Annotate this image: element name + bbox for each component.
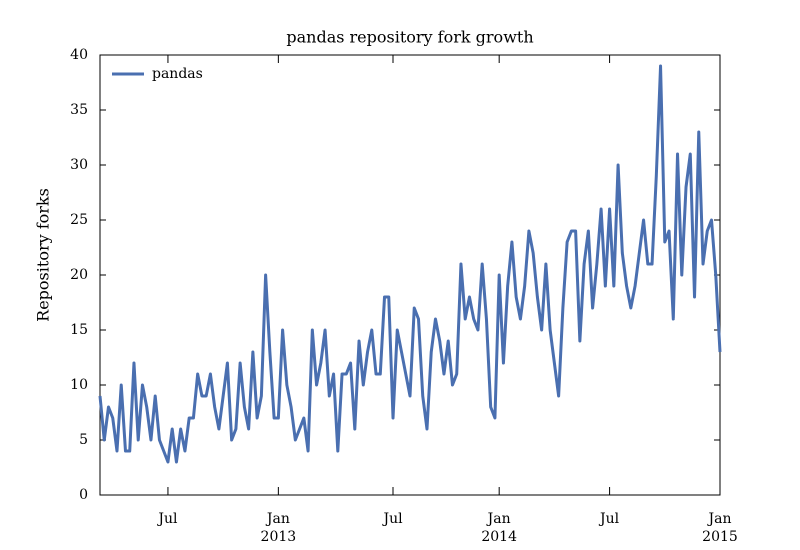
data-line	[98, 64, 722, 464]
y-tick-label: 10	[70, 377, 88, 393]
y-tick-label: 30	[70, 157, 88, 173]
x-tick-label: Jul	[598, 511, 620, 527]
y-tick-label: 40	[70, 47, 88, 63]
plot-frame	[99, 54, 721, 496]
y-tick-label: 15	[70, 322, 88, 338]
x-tick-label: Jul	[156, 511, 178, 527]
x-tick-label: Jan 2013	[261, 511, 297, 545]
x-tick-label: Jul	[381, 511, 403, 527]
y-tick-label: 20	[70, 267, 88, 283]
x-tick-label: Jan 2015	[702, 511, 738, 545]
y-tick-label: 5	[79, 432, 88, 448]
x-tick-label: Jan 2014	[481, 511, 517, 545]
y-tick-label: 35	[70, 102, 88, 118]
legend-label: pandas	[152, 66, 203, 82]
y-tick-label: 25	[70, 212, 88, 228]
y-tick-label: 0	[79, 487, 88, 503]
y-axis-label: Repository forks	[34, 188, 53, 322]
chart-title: pandas repository fork growth	[286, 28, 533, 47]
